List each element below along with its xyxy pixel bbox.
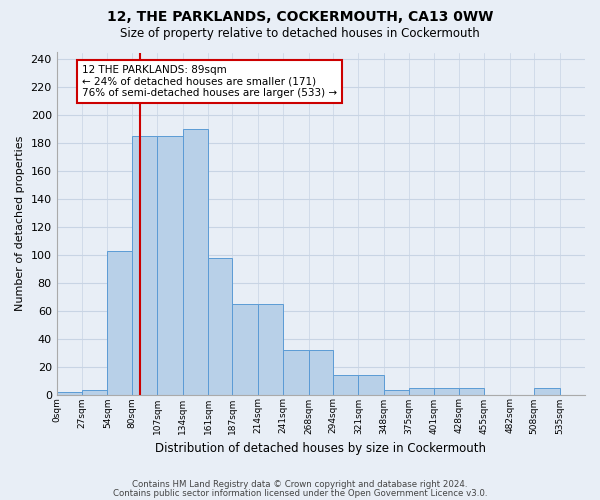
Bar [283,350,308,395]
Bar [534,388,560,394]
Text: Contains HM Land Registry data © Crown copyright and database right 2024.: Contains HM Land Registry data © Crown c… [132,480,468,489]
Bar [384,390,409,394]
Bar [409,388,434,394]
Bar [258,304,283,394]
Bar [132,136,157,394]
Bar [82,390,107,394]
Bar [459,388,484,394]
Bar [308,350,333,395]
Bar [56,392,82,394]
Bar [182,130,208,394]
Text: Contains public sector information licensed under the Open Government Licence v3: Contains public sector information licen… [113,490,487,498]
X-axis label: Distribution of detached houses by size in Cockermouth: Distribution of detached houses by size … [155,442,487,455]
Text: 12 THE PARKLANDS: 89sqm
← 24% of detached houses are smaller (171)
76% of semi-d: 12 THE PARKLANDS: 89sqm ← 24% of detache… [82,65,337,98]
Bar [434,388,459,394]
Text: Size of property relative to detached houses in Cockermouth: Size of property relative to detached ho… [120,28,480,40]
Text: 12, THE PARKLANDS, COCKERMOUTH, CA13 0WW: 12, THE PARKLANDS, COCKERMOUTH, CA13 0WW [107,10,493,24]
Bar [358,375,384,394]
Bar [107,250,132,394]
Y-axis label: Number of detached properties: Number of detached properties [15,136,25,311]
Bar [232,304,258,394]
Bar [208,258,232,394]
Bar [333,375,358,394]
Bar [157,136,182,394]
